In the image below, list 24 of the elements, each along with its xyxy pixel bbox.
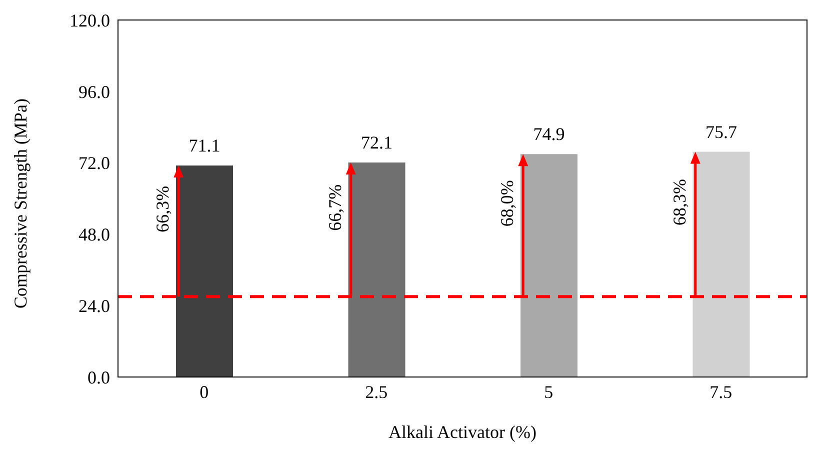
y-tick-label: 120.0 xyxy=(70,10,110,30)
y-tick-label: 0.0 xyxy=(88,367,110,388)
y-tick-label: 72.0 xyxy=(78,153,110,174)
annotation: 68,3% xyxy=(669,178,690,226)
x-tick-label: 5 xyxy=(544,382,554,402)
annotation: 66,7% xyxy=(324,184,345,231)
bar xyxy=(692,152,750,377)
data-label: 74.9 xyxy=(533,124,565,144)
data-label: 72.1 xyxy=(361,132,392,153)
data-label: 75.7 xyxy=(706,122,737,142)
x-tick-label: 0 xyxy=(200,382,209,402)
data-label: 71.1 xyxy=(188,135,220,156)
x-axis-title: Alkali Activator (%) xyxy=(388,422,536,442)
bar xyxy=(520,154,578,377)
bar xyxy=(348,162,406,377)
y-tick-label: 24.0 xyxy=(78,296,110,316)
bar xyxy=(176,165,233,377)
y-axis-title: Compressive Strength (MPa) xyxy=(10,98,30,308)
x-tick-label: 2.5 xyxy=(365,382,388,402)
y-tick-label: 96.0 xyxy=(78,82,110,102)
annotation: 66,3% xyxy=(152,186,173,232)
x-tick-label: 7.5 xyxy=(710,382,732,402)
annotation: 68,0% xyxy=(497,180,518,227)
y-tick-label: 48.0 xyxy=(78,224,110,245)
